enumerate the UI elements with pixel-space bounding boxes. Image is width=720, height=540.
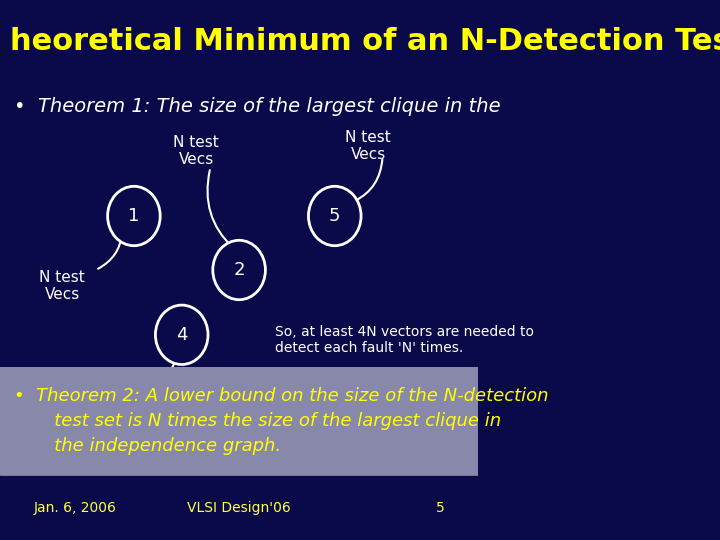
Text: •  Theorem 1: The size of the largest clique in the: • Theorem 1: The size of the largest cli…	[14, 97, 501, 116]
Circle shape	[308, 186, 361, 246]
FancyArrowPatch shape	[164, 329, 179, 379]
FancyArrowPatch shape	[207, 170, 233, 248]
Circle shape	[156, 305, 208, 364]
Text: 4: 4	[176, 326, 187, 344]
Text: 1: 1	[128, 207, 140, 225]
Text: 5: 5	[329, 207, 341, 225]
Text: VLSI Design'06: VLSI Design'06	[187, 501, 291, 515]
FancyArrowPatch shape	[356, 159, 382, 200]
FancyArrowPatch shape	[98, 234, 122, 269]
Text: N test
Vecs: N test Vecs	[174, 135, 219, 167]
Text: •  Theorem 2: A lower bound on the size of the N-detection
       test set is N : • Theorem 2: A lower bound on the size o…	[14, 387, 549, 455]
Text: So, at least 4N vectors are needed to
detect each fault 'N' times.: So, at least 4N vectors are needed to de…	[275, 325, 534, 355]
Text: N test
Vecs: N test Vecs	[346, 130, 391, 162]
Circle shape	[213, 240, 266, 300]
Circle shape	[107, 186, 161, 246]
Text: Jan. 6, 2006: Jan. 6, 2006	[33, 501, 117, 515]
Text: N test
Vecs: N test Vecs	[40, 270, 85, 302]
Text: 2: 2	[233, 261, 245, 279]
FancyBboxPatch shape	[0, 367, 478, 475]
Text: N test
Vecs: N test Vecs	[107, 373, 152, 405]
Text: heoretical Minimum of an N-Detection Test Se: heoretical Minimum of an N-Detection Tes…	[9, 27, 720, 56]
Text: 5: 5	[436, 501, 445, 515]
